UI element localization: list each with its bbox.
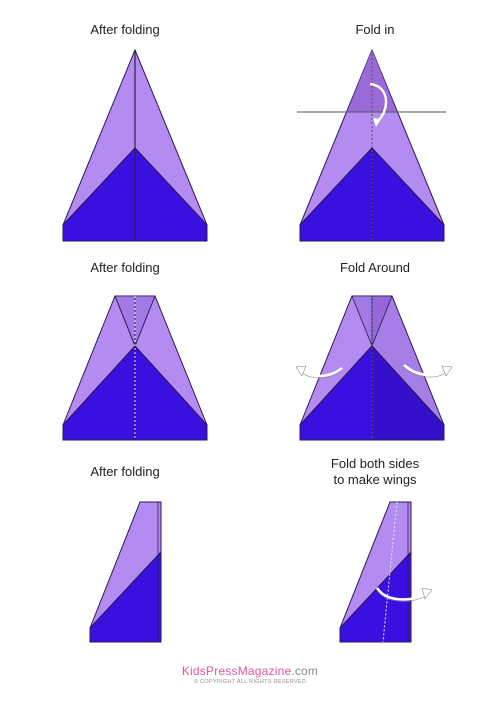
fold-around-right-arrow-head [441, 365, 453, 377]
step-6-caption: Fold both sides to make wings [330, 456, 420, 487]
copyright-notice: © COPYRIGHT ALL RIGHTS RESERVED [193, 679, 307, 685]
step-6-plane-diagram [339, 501, 433, 643]
wing-fold-arrow-outline [376, 589, 427, 602]
fold-around-left-arrow-icon [301, 366, 343, 378]
step-4-caption: Fold Around [339, 260, 411, 275]
brand-magazine: Magazine [237, 664, 292, 678]
step-4-plane-diagram [295, 295, 453, 441]
brand-press: Press [206, 664, 238, 678]
wing-fold-arrow-icon [375, 587, 427, 601]
footer: KidsPressMagazine.com © COPYRIGHT ALL RI… [0, 664, 500, 685]
step-6-panel: Fold both sides to make wings [250, 450, 500, 660]
brand-kids: Kids [181, 664, 206, 678]
fold-arrow-head [373, 118, 381, 127]
plane-lower-body-right [371, 146, 445, 242]
nose-crease-right [134, 295, 156, 347]
brand-dotcom: .com [291, 664, 319, 678]
step-2-plane-diagram [297, 48, 446, 242]
folded-plane-lower [339, 550, 412, 643]
step-2-panel: Fold in [250, 0, 500, 250]
step-3-plane-diagram [62, 295, 208, 441]
step-5-panel: After folding [0, 450, 250, 660]
plane-lower-body-right [134, 344, 208, 441]
step-5-plane-diagram [89, 501, 162, 643]
wing-fold-line [382, 501, 398, 643]
step-1-caption: After folding [90, 22, 160, 37]
folded-plane-lower [89, 550, 162, 643]
fold-arrow-icon [369, 82, 388, 123]
step-1-panel: After folding [0, 0, 250, 250]
step-3-caption: After folding [90, 260, 160, 275]
fold-around-left-arrow-outline [301, 369, 343, 379]
step-3-panel: After folding [0, 250, 250, 450]
plane-lower-body-right [371, 344, 445, 441]
fold-around-right-arrow-outline [403, 366, 447, 378]
step-1-plane-diagram [62, 48, 208, 242]
step-2-caption: Fold in [355, 22, 395, 37]
step-4-panel: Fold Around [250, 250, 500, 450]
fold-around-left-arrow-head [295, 365, 307, 377]
step-5-caption: After folding [90, 464, 160, 479]
nose-crease-left [114, 295, 136, 347]
wing-fold-arrow-head [421, 587, 433, 600]
brand-logo: KidsPressMagazine.com [0, 664, 500, 678]
fold-around-right-arrow-icon [403, 364, 447, 377]
